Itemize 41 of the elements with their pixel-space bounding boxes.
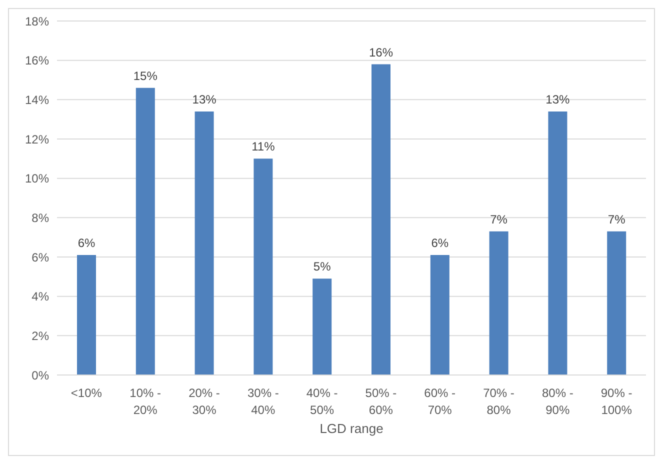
y-tick-label: 0% bbox=[32, 368, 50, 382]
data-label: 6% bbox=[78, 236, 96, 250]
data-label: 5% bbox=[313, 260, 332, 274]
y-tick-label: 2% bbox=[32, 328, 50, 343]
data-label: 16% bbox=[368, 45, 394, 60]
bar bbox=[548, 111, 568, 375]
x-axis-title: LGD range bbox=[320, 421, 384, 436]
x-tick-label: 50% - 60% bbox=[365, 386, 397, 417]
y-tick-label: 10% bbox=[24, 172, 50, 186]
data-label: 13% bbox=[192, 92, 217, 106]
bar bbox=[254, 158, 273, 375]
bar bbox=[430, 255, 450, 375]
data-label: 15% bbox=[133, 68, 158, 83]
bar bbox=[194, 111, 214, 375]
data-label: 7% bbox=[608, 212, 626, 226]
bar bbox=[489, 231, 508, 375]
x-tick-label: <10% bbox=[70, 386, 102, 400]
data-label: 11% bbox=[252, 140, 276, 154]
bar bbox=[312, 278, 332, 375]
x-tick-label: 80% - 90% bbox=[542, 386, 574, 417]
y-tick-label: 16% bbox=[24, 54, 50, 68]
bar bbox=[372, 64, 390, 375]
y-tick-label: 14% bbox=[24, 92, 50, 107]
x-tick-label: 40% - 50% bbox=[306, 386, 338, 417]
bar bbox=[607, 231, 626, 375]
x-tick-label: 70% - 80% bbox=[483, 386, 514, 417]
y-tick-label: 6% bbox=[32, 250, 50, 264]
y-tick-label: 18% bbox=[24, 14, 50, 28]
x-tick-label: 20% - 30% bbox=[188, 386, 220, 417]
bar bbox=[136, 88, 155, 375]
y-tick-label: 4% bbox=[32, 290, 50, 304]
y-tick-label: 12% bbox=[24, 132, 50, 146]
data-label: 13% bbox=[546, 92, 570, 106]
x-tick-label: 30% - 40% bbox=[247, 386, 279, 417]
x-tick-label: 10% - 20% bbox=[130, 386, 162, 417]
bar bbox=[77, 255, 96, 375]
x-tick-label: 60% - 70% bbox=[424, 386, 456, 417]
x-tick-label: 90% - 100% bbox=[600, 386, 632, 417]
data-label: 6% bbox=[431, 236, 449, 250]
y-tick-label: 8% bbox=[32, 210, 50, 225]
data-label: 7% bbox=[490, 212, 508, 226]
